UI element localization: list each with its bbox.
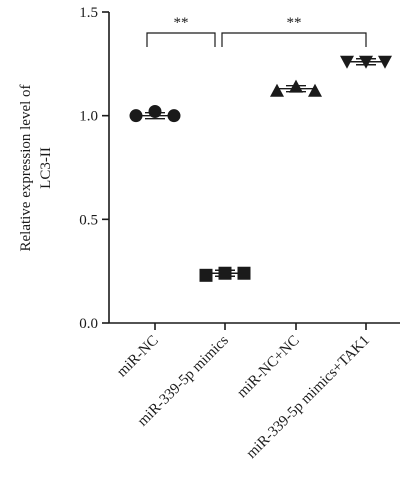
y-tick-label: 0.0 <box>79 316 98 332</box>
y-axis-title-line: LC3-II <box>38 147 54 189</box>
data-group <box>270 79 322 97</box>
x-tick-label: miR-339-5p mimics+TAK1 <box>244 333 373 462</box>
data-point-square <box>237 266 251 280</box>
x-tick-label: miR-NC+NC <box>234 333 303 402</box>
y-tick-label: 1.5 <box>79 5 98 21</box>
data-point-triangle-down <box>340 55 354 69</box>
data-point-triangle-up <box>270 83 284 97</box>
significance-bracket <box>221 32 367 47</box>
y-axis-title: Relative expression level of LC3-II <box>18 84 54 251</box>
x-tick-label: miR-NC <box>114 333 162 381</box>
data-point-triangle-up <box>308 83 322 97</box>
y-axis-title-text: Relative expression level of LC3-II <box>18 84 54 251</box>
y-axis-ticks: 0.0 0.5 1.0 1.5 <box>79 5 109 332</box>
data-point-triangle-down <box>378 55 392 69</box>
significance-bracket <box>146 32 216 47</box>
data-group <box>340 55 392 69</box>
data-group <box>199 266 251 282</box>
data-group <box>129 105 181 123</box>
data-point-circle <box>129 109 143 123</box>
y-axis-title-line: Relative expression level of <box>18 84 34 251</box>
y-tick-label: 0.5 <box>79 212 98 228</box>
data-point-triangle-up <box>289 79 303 93</box>
data-groups <box>129 55 392 282</box>
y-axis-title-group: Relative expression level of LC3-II <box>18 84 54 251</box>
significance-label: ** <box>287 15 302 31</box>
data-point-square <box>218 266 232 280</box>
data-point-circle <box>148 105 162 119</box>
data-point-circle <box>167 109 181 123</box>
y-tick-label: 1.0 <box>79 109 98 125</box>
data-point-square <box>199 268 213 282</box>
significance-brackets: ** ** <box>146 15 367 47</box>
significance-label: ** <box>174 15 189 31</box>
data-point-triangle-down <box>359 55 373 69</box>
